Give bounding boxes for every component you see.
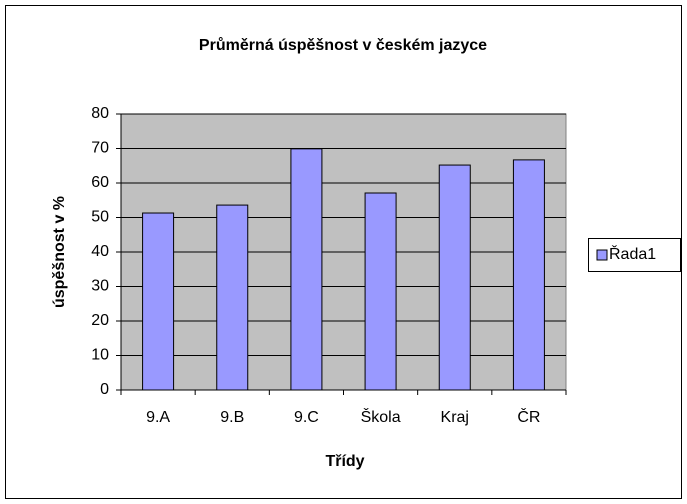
- y-tick-label: 30: [91, 278, 109, 295]
- bar: [290, 148, 323, 391]
- bar: [512, 159, 545, 391]
- bar: [216, 204, 249, 391]
- y-tick-label: 50: [91, 209, 109, 226]
- x-axis-title: Třídy: [325, 453, 364, 470]
- legend-swatch: [596, 249, 608, 261]
- x-tick-label: ČR: [517, 407, 540, 426]
- y-tick-label: 80: [91, 105, 109, 122]
- bar: [364, 192, 397, 391]
- y-tick-label: 0: [100, 381, 109, 398]
- y-tick-label: 20: [91, 312, 109, 329]
- x-tick-label: 9.A: [146, 409, 170, 426]
- x-tick-label: Kraj: [441, 409, 469, 426]
- bar: [438, 164, 471, 391]
- chart-title: Průměrná úspěšnost v českém jazyce: [199, 37, 487, 54]
- x-tick-label: 9.C: [294, 409, 319, 426]
- y-tick-label: 40: [91, 243, 109, 260]
- y-tick-label: 60: [91, 174, 109, 191]
- bar: [142, 212, 175, 391]
- y-axis-title: úspěšnost v %: [51, 196, 68, 308]
- y-tick-label: 10: [91, 347, 109, 364]
- x-tick-label: 9.B: [220, 409, 244, 426]
- legend-label: Řada1: [609, 244, 656, 263]
- x-tick-label: Škola: [361, 407, 401, 426]
- y-tick-label: 70: [91, 140, 109, 157]
